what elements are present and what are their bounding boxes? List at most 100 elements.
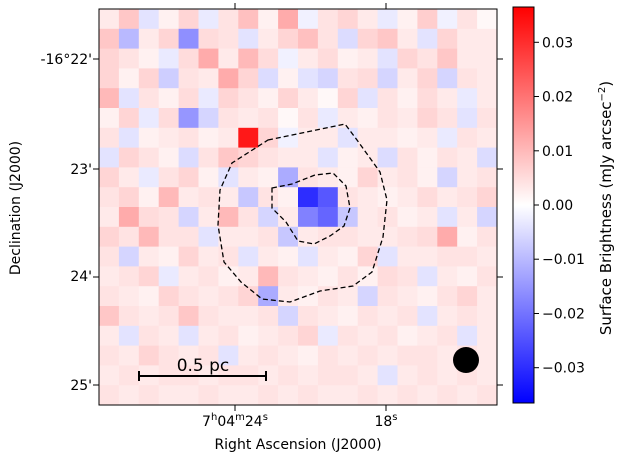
heatmap-cell <box>238 28 259 49</box>
contour-outer <box>217 123 388 303</box>
heatmap-cell <box>437 9 458 30</box>
heatmap-cell <box>99 147 120 168</box>
heatmap-cell <box>158 306 179 327</box>
heatmap-cell <box>457 147 478 168</box>
heatmap-cell <box>317 325 339 346</box>
heatmap-cell <box>337 108 359 129</box>
heatmap-cell <box>198 187 219 208</box>
heatmap-cell <box>417 147 438 168</box>
heatmap-cell <box>437 187 458 208</box>
heatmap-cell <box>118 385 140 406</box>
heatmap-cell <box>198 266 219 287</box>
heatmap-cell <box>258 286 279 307</box>
heatmap-cell <box>337 127 359 148</box>
heatmap-cell <box>317 365 339 386</box>
heatmap-cell <box>397 68 418 89</box>
heatmap-cell <box>198 385 219 406</box>
contour-lines <box>217 123 388 303</box>
heatmap-cell <box>417 207 438 228</box>
heatmap-cell <box>397 286 418 307</box>
heatmap-cell <box>118 266 140 287</box>
heatmap-cell <box>397 167 418 188</box>
heatmap-cell <box>298 266 319 287</box>
heatmap-cell <box>138 345 160 366</box>
heatmap-cell <box>138 147 160 168</box>
heatmap-cell <box>158 286 179 307</box>
heatmap-cell <box>178 345 199 366</box>
heatmap-cell <box>118 207 140 228</box>
heatmap-cell <box>198 207 219 228</box>
scale-bar: 0.5 pc <box>138 356 267 381</box>
x-tick-label-24s: 7h04m24s <box>202 412 268 430</box>
heatmap-cell <box>477 88 498 109</box>
heatmap-cell <box>278 226 299 247</box>
heatmap-cell <box>317 127 339 148</box>
heatmap-cell <box>198 108 219 129</box>
heatmap-cell <box>158 48 179 69</box>
heatmap-cell <box>218 147 239 168</box>
heatmap-cell <box>118 187 140 208</box>
heatmap-cell <box>118 147 140 168</box>
heatmap-cell <box>218 226 239 247</box>
heatmap-cell <box>298 325 319 346</box>
heatmap-cell <box>337 88 359 109</box>
heatmap-cell <box>158 385 179 406</box>
heatmap-cell <box>99 325 120 346</box>
heatmap-cell <box>218 9 239 30</box>
heatmap-cell <box>99 345 120 366</box>
heatmap-cell <box>357 167 378 188</box>
heatmap-cell <box>457 286 478 307</box>
heatmap-cell <box>477 9 498 30</box>
heatmap-cell <box>158 187 179 208</box>
heatmap-cell <box>357 345 378 366</box>
heatmap-cell <box>337 365 359 386</box>
heatmap-cell <box>377 147 398 168</box>
heatmap-cell <box>118 286 140 307</box>
heatmap-cell <box>178 207 199 228</box>
heatmap-cell <box>377 68 398 89</box>
heatmap-cell <box>198 246 219 267</box>
heatmap-cell <box>198 88 219 109</box>
heatmap-cell <box>238 167 259 188</box>
heatmap-cell <box>258 147 279 168</box>
heatmap-cell <box>317 345 339 366</box>
heatmap-cell <box>397 88 418 109</box>
heatmap-cell <box>437 88 458 109</box>
heatmap-cell <box>198 226 219 247</box>
heatmap-cell <box>417 365 438 386</box>
heatmap-cell <box>377 306 398 327</box>
heatmap-cell <box>397 207 418 228</box>
heatmap-cell <box>238 68 259 89</box>
heatmap-cell <box>178 68 199 89</box>
heatmap-cell <box>317 286 339 307</box>
heatmap-cell <box>278 48 299 69</box>
heatmap-cell <box>337 48 359 69</box>
heatmap-cell <box>317 385 339 406</box>
heatmap-cell <box>278 266 299 287</box>
heatmap-cell <box>138 68 160 89</box>
heatmap-cell <box>198 345 219 366</box>
beam-marker <box>453 347 479 373</box>
heatmap-cell <box>377 385 398 406</box>
colorbar-tick-label: 0.03 <box>542 35 573 51</box>
heatmap-cell <box>118 226 140 247</box>
heatmap-cell <box>118 68 140 89</box>
heatmap-cell <box>317 88 339 109</box>
heatmap-cell <box>397 266 418 287</box>
heatmap-cell <box>357 127 378 148</box>
heatmap-cell <box>477 246 498 267</box>
heatmap-cell <box>337 187 359 208</box>
heatmap-cell <box>138 48 160 69</box>
x-tick-label-18s: 18s <box>374 412 397 430</box>
heatmap-cell <box>477 226 498 247</box>
heatmap-cell <box>118 325 140 346</box>
heatmap-cell <box>258 48 279 69</box>
heatmap-cell <box>357 325 378 346</box>
heatmap-cell <box>298 88 319 109</box>
heatmap-cell <box>138 207 160 228</box>
heatmap-cell <box>397 9 418 30</box>
heatmap-cell <box>258 68 279 89</box>
heatmap-cell <box>317 207 339 228</box>
heatmap-cell <box>258 365 279 386</box>
heatmap-cell <box>317 48 339 69</box>
